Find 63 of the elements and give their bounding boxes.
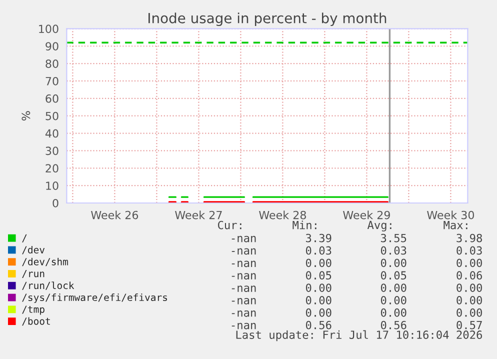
y-tick-label: 50 <box>46 112 58 120</box>
y-tick-label: 10 <box>46 182 58 190</box>
text: 0.00 <box>456 284 482 292</box>
text: 0.00 <box>306 308 332 317</box>
text: 0.57 <box>456 320 482 330</box>
text: -nan <box>232 298 256 304</box>
y-axis-title: % <box>22 111 30 121</box>
text: 0.00 <box>456 308 482 317</box>
text: 0.00 <box>456 258 482 268</box>
x-tick-label: Week 26 <box>91 210 138 220</box>
legend-label: /tmp <box>22 306 44 315</box>
text: -nan <box>232 286 256 292</box>
text: -nan <box>232 273 256 280</box>
text: 0.03 <box>456 246 482 255</box>
text: 0.00 <box>306 296 332 304</box>
text: 0.03 <box>306 246 332 255</box>
x-tick-label: Week 28 <box>259 210 306 220</box>
text: 0.00 <box>306 258 332 268</box>
chart-title: Inode usage in percent - by month <box>148 12 386 26</box>
legend-label: /dev <box>22 246 45 254</box>
legend-label: /run <box>22 270 44 278</box>
text: 0.00 <box>456 296 482 304</box>
legend-label: /dev/shm <box>22 258 68 266</box>
text: 0.05 <box>380 271 406 280</box>
legend-label: / <box>22 234 27 242</box>
text: 0.00 <box>306 284 332 292</box>
text: 3.55 <box>380 234 406 242</box>
text: Min: <box>292 220 316 230</box>
text: Last update: Fri Jul 17 10:16:04 2026 <box>236 330 482 342</box>
x-tick-label: Week 27 <box>175 210 222 220</box>
y-tick-label: 60 <box>46 94 58 103</box>
text: 0.00 <box>380 258 406 268</box>
text: Max: <box>444 220 468 230</box>
text: 0.05 <box>306 271 332 280</box>
text: Avg: <box>367 220 392 232</box>
y-tick-label: 100 <box>39 24 58 34</box>
y-tick-label: 20 <box>46 164 58 173</box>
y-tick-label: 80 <box>46 60 58 68</box>
y-tick-label: 70 <box>46 76 58 86</box>
text: 3.39 <box>306 234 332 242</box>
x-tick-label: Week 29 <box>343 210 390 220</box>
text: 3.98 <box>456 234 482 242</box>
legend-label: /boot <box>22 317 50 326</box>
text: 0.56 <box>306 320 332 330</box>
y-tick-label: 90 <box>46 42 58 51</box>
y-tick-label: 0 <box>52 198 58 208</box>
text: Cur: <box>218 220 242 230</box>
y-tick-label: 40 <box>45 129 58 138</box>
text: -nan <box>232 322 256 330</box>
text: 0.06 <box>456 271 482 280</box>
text: 0.00 <box>380 284 406 292</box>
y-tick-label: 30 <box>46 146 58 156</box>
text: -nan <box>232 260 256 268</box>
text: 0.56 <box>380 320 406 330</box>
text: 0.00 <box>380 296 406 304</box>
x-tick-label: Week 30 <box>427 210 474 220</box>
text: -nan <box>232 236 256 242</box>
text: 0.00 <box>380 308 406 317</box>
legend-label: /run/lock <box>22 282 74 290</box>
text: 0.03 <box>380 246 406 255</box>
text: -nan <box>232 248 256 255</box>
legend-label: /sys/firmware/efi/efivars <box>22 294 167 303</box>
text: -nan <box>232 310 256 317</box>
